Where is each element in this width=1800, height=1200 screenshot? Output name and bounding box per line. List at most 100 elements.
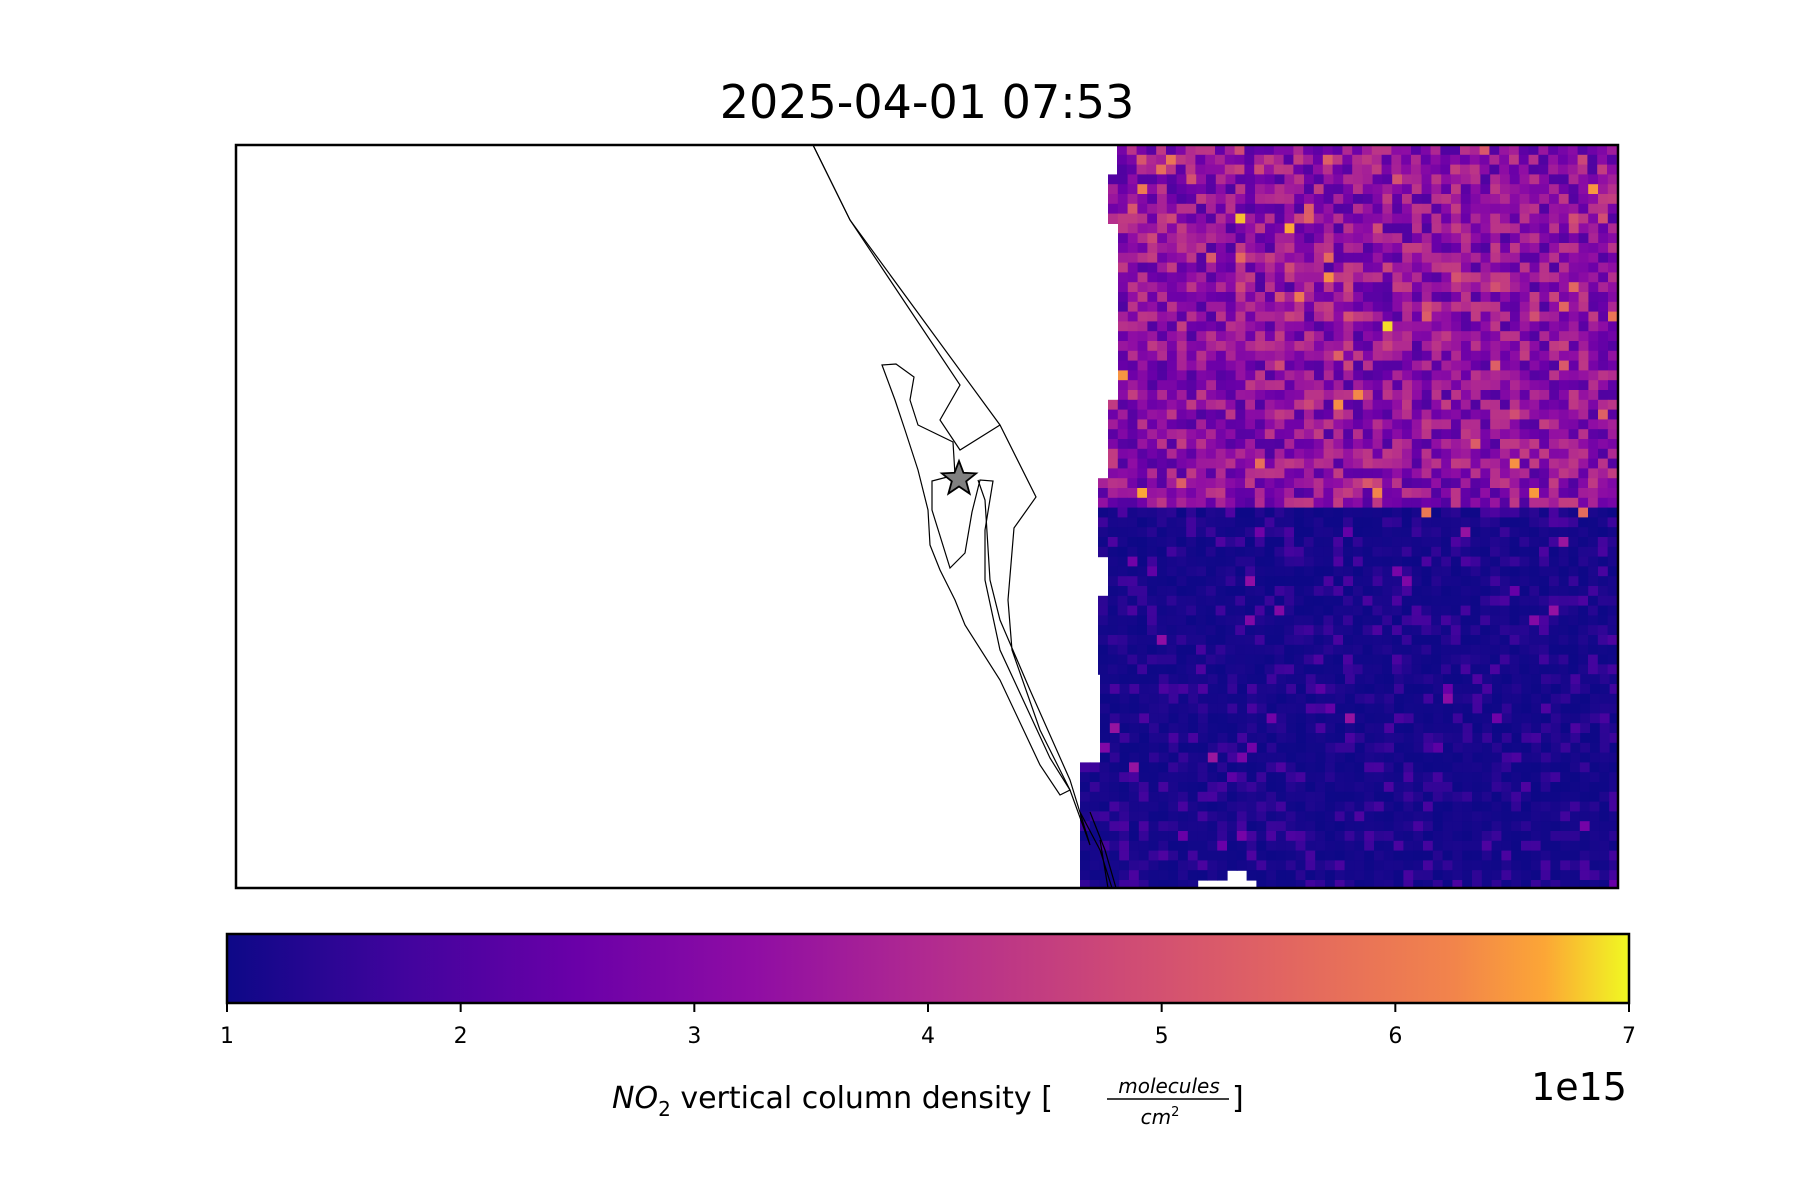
heatmap-cell: [1166, 605, 1177, 616]
heatmap-cell: [1166, 203, 1178, 215]
heatmap-cell: [1617, 321, 1618, 332]
heatmap-cell: [1578, 390, 1589, 401]
heatmap-cell: [1156, 595, 1168, 607]
heatmap-cell: [1168, 674, 1179, 685]
heatmap-cell: [1470, 576, 1481, 587]
heatmap-cell: [1450, 615, 1462, 626]
heatmap-cell: [1147, 615, 1158, 626]
heatmap-cell: [1274, 527, 1285, 538]
heatmap-cell: [1403, 880, 1414, 888]
heatmap-cell: [1148, 880, 1159, 888]
heatmap-cell: [1206, 399, 1217, 411]
heatmap-cell: [1343, 586, 1354, 597]
heatmap-cell: [1539, 586, 1550, 597]
heatmap-cell: [1382, 556, 1393, 567]
heatmap-cell: [1607, 517, 1618, 528]
heatmap-cell: [1217, 821, 1228, 832]
heatmap-cell: [1323, 458, 1334, 469]
heatmap-cell: [1558, 644, 1569, 656]
heatmap-cell: [1519, 556, 1530, 567]
heatmap-cell: [1500, 360, 1511, 371]
heatmap-cell: [1501, 801, 1512, 812]
heatmap-cell: [1274, 595, 1285, 607]
heatmap-cell: [1413, 713, 1424, 724]
heatmap-cell: [1382, 448, 1393, 460]
heatmap-cell: [1570, 782, 1581, 793]
heatmap-cell: [1216, 252, 1227, 264]
heatmap-cell: [1452, 723, 1464, 734]
heatmap-cell: [1274, 360, 1286, 371]
heatmap-cell: [1558, 448, 1570, 460]
heatmap-cell: [1323, 380, 1335, 391]
heatmap-cell: [1225, 223, 1237, 234]
heatmap-cell: [1470, 615, 1481, 626]
heatmap-cell: [1570, 674, 1581, 685]
heatmap-cell: [1588, 341, 1599, 352]
heatmap-cell: [1343, 556, 1354, 567]
heatmap-cell: [1176, 439, 1187, 450]
heatmap-cell: [1284, 272, 1295, 283]
heatmap-cell: [1305, 733, 1317, 744]
heatmap-cell: [1460, 644, 1471, 656]
heatmap-cell: [1549, 233, 1560, 244]
heatmap-cell: [1568, 458, 1579, 469]
heatmap-cell: [1225, 184, 1236, 195]
heatmap-cell: [1608, 360, 1618, 371]
heatmap-cell: [1470, 331, 1482, 342]
heatmap-cell: [1225, 331, 1237, 342]
heatmap-cell: [1558, 537, 1569, 548]
heatmap-cell: [1080, 801, 1091, 812]
heatmap-cell: [1450, 517, 1462, 528]
heatmap-cell: [1490, 380, 1501, 391]
heatmap-cell: [1451, 586, 1462, 597]
heatmap-cell: [1158, 782, 1169, 793]
heatmap-cell: [1491, 791, 1502, 803]
heatmap-cell: [1364, 762, 1375, 773]
heatmap-cell: [1344, 782, 1355, 793]
heatmap-cell: [1315, 870, 1326, 881]
heatmap-cell: [1245, 292, 1256, 303]
heatmap-cell: [1147, 537, 1158, 548]
heatmap-cell: [1530, 840, 1542, 852]
heatmap-cell: [1196, 497, 1207, 509]
heatmap-cell: [1235, 595, 1246, 607]
heatmap-cell: [1264, 644, 1275, 656]
heatmap-cell: [1227, 742, 1238, 754]
heatmap-cell: [1254, 488, 1266, 499]
heatmap-cell: [1362, 184, 1374, 195]
heatmap-cell: [1470, 635, 1481, 646]
heatmap-cell: [1294, 468, 1305, 479]
heatmap-cell: [1353, 566, 1364, 577]
heatmap-cell: [1607, 497, 1618, 509]
heatmap-cell: [1227, 850, 1238, 861]
heatmap-cell: [1490, 429, 1501, 440]
heatmap-cell: [1501, 840, 1512, 852]
heatmap-cell: [1480, 331, 1491, 342]
heatmap-cell: [1343, 468, 1354, 479]
heatmap-cell: [1266, 684, 1277, 695]
heatmap-cell: [1266, 782, 1277, 793]
heatmap-cell: [1089, 880, 1101, 888]
heatmap-cell: [1333, 615, 1344, 626]
heatmap-cell: [1598, 458, 1609, 469]
heatmap-cell: [1519, 233, 1531, 244]
heatmap-cell: [1501, 684, 1513, 695]
heatmap-cell: [1256, 870, 1267, 881]
heatmap-cell: [1295, 870, 1306, 881]
heatmap-cell: [1362, 145, 1373, 156]
heatmap-cell: [1274, 644, 1285, 656]
heatmap-cell: [1147, 566, 1158, 577]
heatmap-cell: [1167, 301, 1178, 313]
heatmap-cell: [1431, 546, 1442, 558]
heatmap-cell: [1266, 870, 1277, 881]
heatmap-cell: [1539, 497, 1550, 509]
heatmap-cell: [1578, 615, 1589, 626]
heatmap-cell: [1374, 752, 1385, 763]
heatmap-cell: [1344, 840, 1355, 852]
heatmap-cell: [1460, 527, 1471, 538]
heatmap-cell: [1284, 635, 1295, 646]
heatmap-cell: [1393, 831, 1404, 842]
heatmap-cell: [1480, 184, 1491, 195]
heatmap-cell: [1529, 488, 1540, 499]
heatmap-cell: [1107, 625, 1119, 636]
